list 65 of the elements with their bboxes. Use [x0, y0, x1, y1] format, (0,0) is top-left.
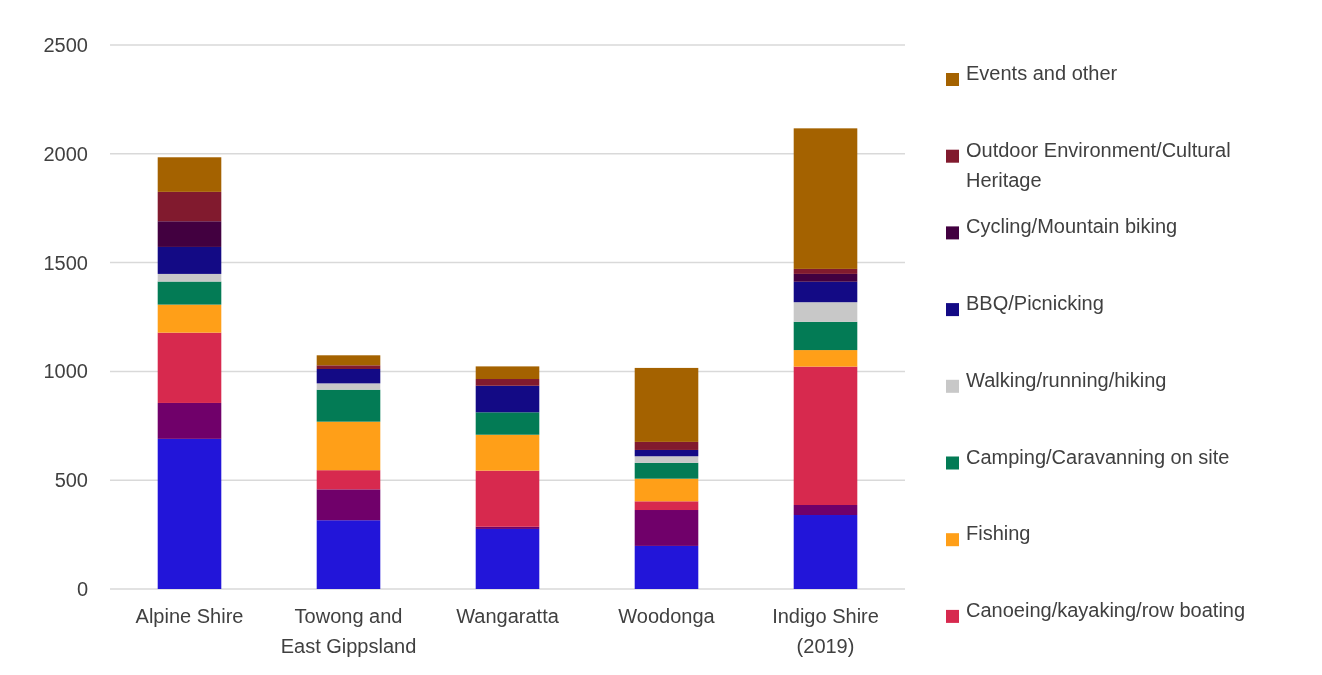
bar	[475, 379, 540, 386]
bar	[475, 366, 540, 380]
legend-label: BBQ/Picnicking	[966, 292, 1104, 315]
bar	[793, 128, 858, 269]
bar	[316, 365, 381, 370]
bar	[634, 510, 699, 546]
bar	[634, 462, 699, 479]
bar	[634, 478, 699, 502]
legend-label: Camping/Caravanning on site	[966, 445, 1230, 468]
bar	[793, 515, 858, 589]
bar	[157, 191, 222, 222]
y-tick-label: 1000	[43, 360, 88, 383]
x-tick-label: Wangaratta	[456, 605, 560, 627]
bar	[475, 526, 540, 529]
bar	[793, 321, 858, 351]
bar	[316, 470, 381, 490]
bar	[157, 157, 222, 192]
bar	[634, 545, 699, 589]
bar	[793, 350, 858, 367]
legend-label: Cycling/Mountain biking	[966, 215, 1178, 238]
legend-label: Canoeing/kayaking/row boating	[966, 598, 1246, 621]
y-tick-label: 500	[54, 469, 88, 492]
bar	[316, 355, 381, 366]
x-tick-label: Indigo Shire (2019)	[772, 605, 879, 657]
legend-label: Events and other	[966, 62, 1118, 84]
bar	[634, 441, 699, 450]
bar	[316, 383, 381, 390]
x-tick-label: Towong and East Gippsland	[280, 605, 417, 657]
y-tick-label: 2500	[43, 34, 88, 56]
legend-label: Fishing	[966, 522, 1031, 545]
x-tick-label: Woodonga	[618, 605, 716, 627]
y-tick-label: 1500	[43, 251, 88, 274]
bar	[316, 489, 381, 521]
bar	[634, 449, 699, 457]
bar	[157, 304, 222, 333]
bar	[475, 528, 540, 589]
legend-label: Outdoor Environment/Cultural Heritage	[966, 138, 1231, 191]
bar	[475, 434, 540, 471]
bar	[157, 332, 222, 403]
bar	[634, 367, 699, 442]
bar	[793, 273, 858, 282]
bar	[793, 302, 858, 322]
bar	[793, 366, 858, 506]
legend-label: Walking/running/hiking	[966, 368, 1167, 391]
bar	[475, 470, 540, 527]
bar	[157, 402, 222, 439]
x-tick-label: Alpine Shire	[135, 605, 244, 627]
bar	[793, 268, 858, 274]
bar	[157, 438, 222, 589]
y-tick-label: 2000	[43, 142, 88, 165]
bar	[157, 273, 222, 282]
bar	[157, 221, 222, 247]
bar	[157, 246, 222, 274]
bar	[316, 389, 381, 422]
bar	[316, 421, 381, 471]
bar	[475, 385, 540, 413]
bar	[634, 456, 699, 463]
bar	[793, 281, 858, 303]
bar	[634, 501, 699, 511]
y-tick-label: 0	[76, 578, 88, 600]
bar	[793, 505, 858, 516]
bar	[316, 369, 381, 384]
bar	[316, 520, 381, 589]
bar	[475, 412, 540, 435]
bar	[157, 281, 222, 305]
